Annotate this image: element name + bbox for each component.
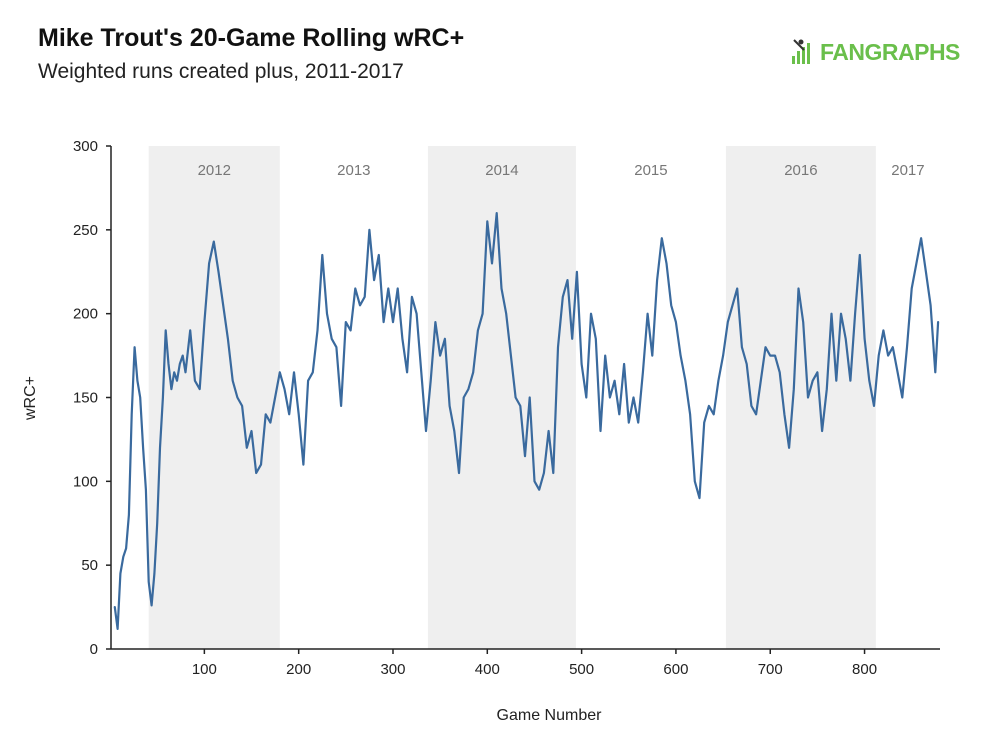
y-tick-label: 250: [73, 222, 98, 239]
season-label-2015: 2015: [634, 162, 667, 179]
x-tick-label: 500: [569, 661, 594, 678]
x-tick-label: 200: [286, 661, 311, 678]
season-label-2013: 2013: [337, 162, 370, 179]
x-tick-label: 800: [852, 661, 877, 678]
season-label-2016: 2016: [784, 162, 817, 179]
x-axis-title: Game Number: [497, 707, 603, 724]
season-label-2014: 2014: [485, 162, 518, 179]
fangraphs-logo: FANGRAPHS: [790, 36, 980, 68]
x-tick-label: 600: [663, 661, 688, 678]
season-band-2014: [427, 146, 576, 649]
series-line-0: [113, 212, 940, 631]
y-tick-label: 200: [73, 306, 98, 323]
x-tick-label: 300: [380, 661, 405, 678]
chart-title: Mike Trout's 20-Game Rolling wRC+: [38, 24, 465, 52]
y-tick-label: 150: [73, 390, 98, 407]
x-tick-label: 400: [475, 661, 500, 678]
season-label-2017: 2017: [891, 162, 924, 179]
y-tick-label: 100: [73, 473, 98, 490]
y-tick-label: 300: [73, 138, 98, 155]
chart-subtitle: Weighted runs created plus, 2011-2017: [38, 60, 404, 83]
fangraphs-batter-icon: [792, 39, 810, 64]
season-band-2012: [148, 146, 280, 649]
y-axis-title: wRC+: [22, 376, 39, 421]
y-tick-label: 50: [81, 557, 98, 574]
x-tick-label: 100: [192, 661, 217, 678]
season-label-2012: 2012: [198, 162, 231, 179]
logo-text: FANGRAPHS: [820, 38, 960, 65]
x-tick-label: 700: [758, 661, 783, 678]
y-tick-label: 0: [90, 641, 98, 658]
season-band-2016: [725, 146, 876, 649]
